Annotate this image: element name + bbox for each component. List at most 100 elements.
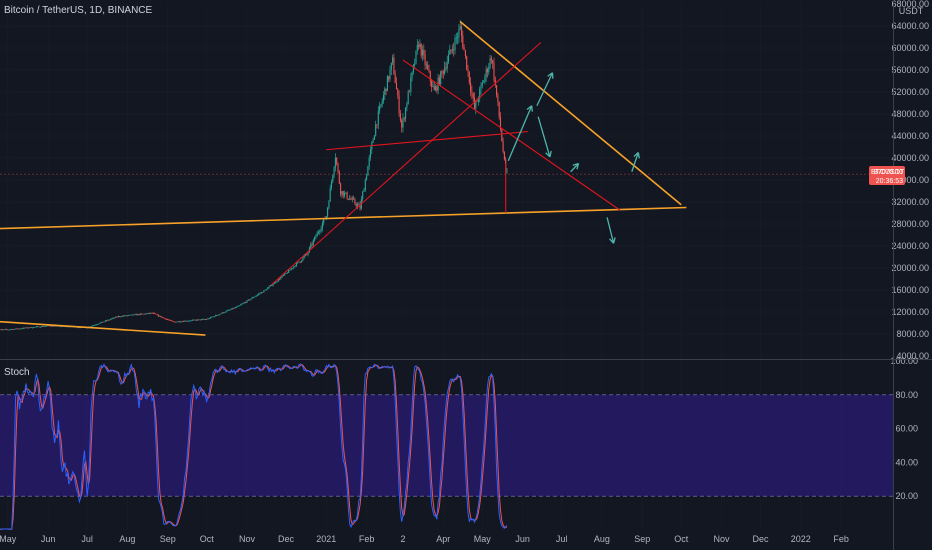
candle-body[interactable] [94,324,96,326]
candle-body[interactable] [284,273,286,276]
candle-body[interactable] [288,270,290,273]
candle-body[interactable] [259,293,261,295]
candle-body[interactable] [267,287,269,290]
candle-body[interactable] [298,261,300,263]
candle-body[interactable] [397,89,399,96]
candle-body[interactable] [332,175,334,182]
candle-body[interactable] [247,299,249,301]
candle-body[interactable] [121,315,123,317]
candle-body[interactable] [181,321,183,323]
candle-body[interactable] [428,69,430,72]
candle-body[interactable] [115,316,117,318]
candle-body[interactable] [5,329,8,331]
candle-body[interactable] [349,198,351,200]
candle-body[interactable] [392,57,394,63]
candle-body[interactable] [421,49,424,56]
candle-body[interactable] [43,326,45,328]
candle-body[interactable] [329,187,331,202]
candle-body[interactable] [154,313,156,315]
candle-body[interactable] [95,324,97,326]
candle-body[interactable] [489,58,491,67]
candle-body[interactable] [159,315,161,317]
candle-body[interactable] [109,319,112,320]
candle-body[interactable] [462,35,464,48]
candle-body[interactable] [492,60,494,64]
candle-body[interactable] [28,327,30,329]
candle-body[interactable] [237,305,239,307]
candle-body[interactable] [386,76,388,92]
candle-body[interactable] [104,320,106,322]
candle-body[interactable] [258,293,260,295]
candle-body[interactable] [129,314,131,316]
candle-body[interactable] [139,313,141,315]
candle-body[interactable] [211,316,213,318]
candle-body[interactable] [200,319,203,321]
candle-body[interactable] [449,49,451,55]
price-axis[interactable]: 4000.00 8000.00 12000.00 16000.00 20000.00 24… [891,0,929,361]
candle-body[interactable] [459,26,461,30]
candle-body[interactable] [96,324,99,325]
candle-body[interactable] [191,319,193,321]
candle-body[interactable] [4,329,6,331]
candle-body[interactable] [470,82,472,92]
candle-body[interactable] [202,319,204,320]
candle-body[interactable] [275,282,277,284]
candle-body[interactable] [273,282,275,285]
candle-body[interactable] [24,327,26,329]
candle-body[interactable] [234,307,236,309]
candle-body[interactable] [245,302,247,304]
candle-body[interactable] [262,292,264,293]
candle-body[interactable] [50,325,52,327]
candle-body[interactable] [37,326,39,328]
candle-body[interactable] [475,101,477,109]
candle-body[interactable] [314,236,316,241]
candle-body[interactable] [51,326,53,327]
candle-body[interactable] [466,55,468,70]
trendline-red[interactable] [271,42,542,285]
candle-body[interactable] [229,309,231,311]
candle-body[interactable] [393,57,395,75]
candle-body[interactable] [399,113,401,121]
candle-body[interactable] [243,302,245,304]
candle-body[interactable] [178,321,180,323]
candle-body[interactable] [29,327,31,328]
candle-body[interactable] [418,44,420,48]
candle-body[interactable] [11,329,13,330]
candle-body[interactable] [133,314,135,316]
candle-body[interactable] [389,69,391,80]
candle-body[interactable] [41,326,43,327]
candle-body[interactable] [220,313,222,315]
candle-body[interactable] [278,279,281,281]
candle-body[interactable] [34,326,36,328]
candle-body[interactable] [356,204,359,207]
candle-body[interactable] [215,315,217,317]
candle-body[interactable] [293,266,295,269]
candle-body[interactable] [91,325,93,327]
candle-body[interactable] [26,327,28,329]
candle-body[interactable] [424,54,426,65]
candle-body[interactable] [450,49,452,51]
candle-body[interactable] [277,279,279,282]
candle-body[interactable] [208,318,210,320]
trendline-orange[interactable] [0,320,206,336]
arrow-drawing[interactable] [507,105,533,162]
candle-body[interactable] [340,183,342,195]
arrow-drawing[interactable] [606,217,616,244]
candle-body[interactable] [494,79,496,85]
candle-body[interactable] [506,171,508,173]
candle-body[interactable] [184,320,186,322]
candle-body[interactable] [381,100,383,105]
arrow-drawing[interactable] [570,162,580,173]
candle-body[interactable] [286,272,288,274]
candle-body[interactable] [210,317,212,319]
candle-body[interactable] [368,157,370,167]
candle-body[interactable] [493,63,495,80]
candle-body[interactable] [403,118,405,120]
candle-body[interactable] [143,313,145,315]
candle-body[interactable] [394,74,396,83]
candle-body[interactable] [142,313,144,315]
candle-body[interactable] [354,199,356,204]
candle-body[interactable] [402,118,404,128]
candle-body[interactable] [132,314,134,316]
candle-body[interactable] [306,253,308,255]
